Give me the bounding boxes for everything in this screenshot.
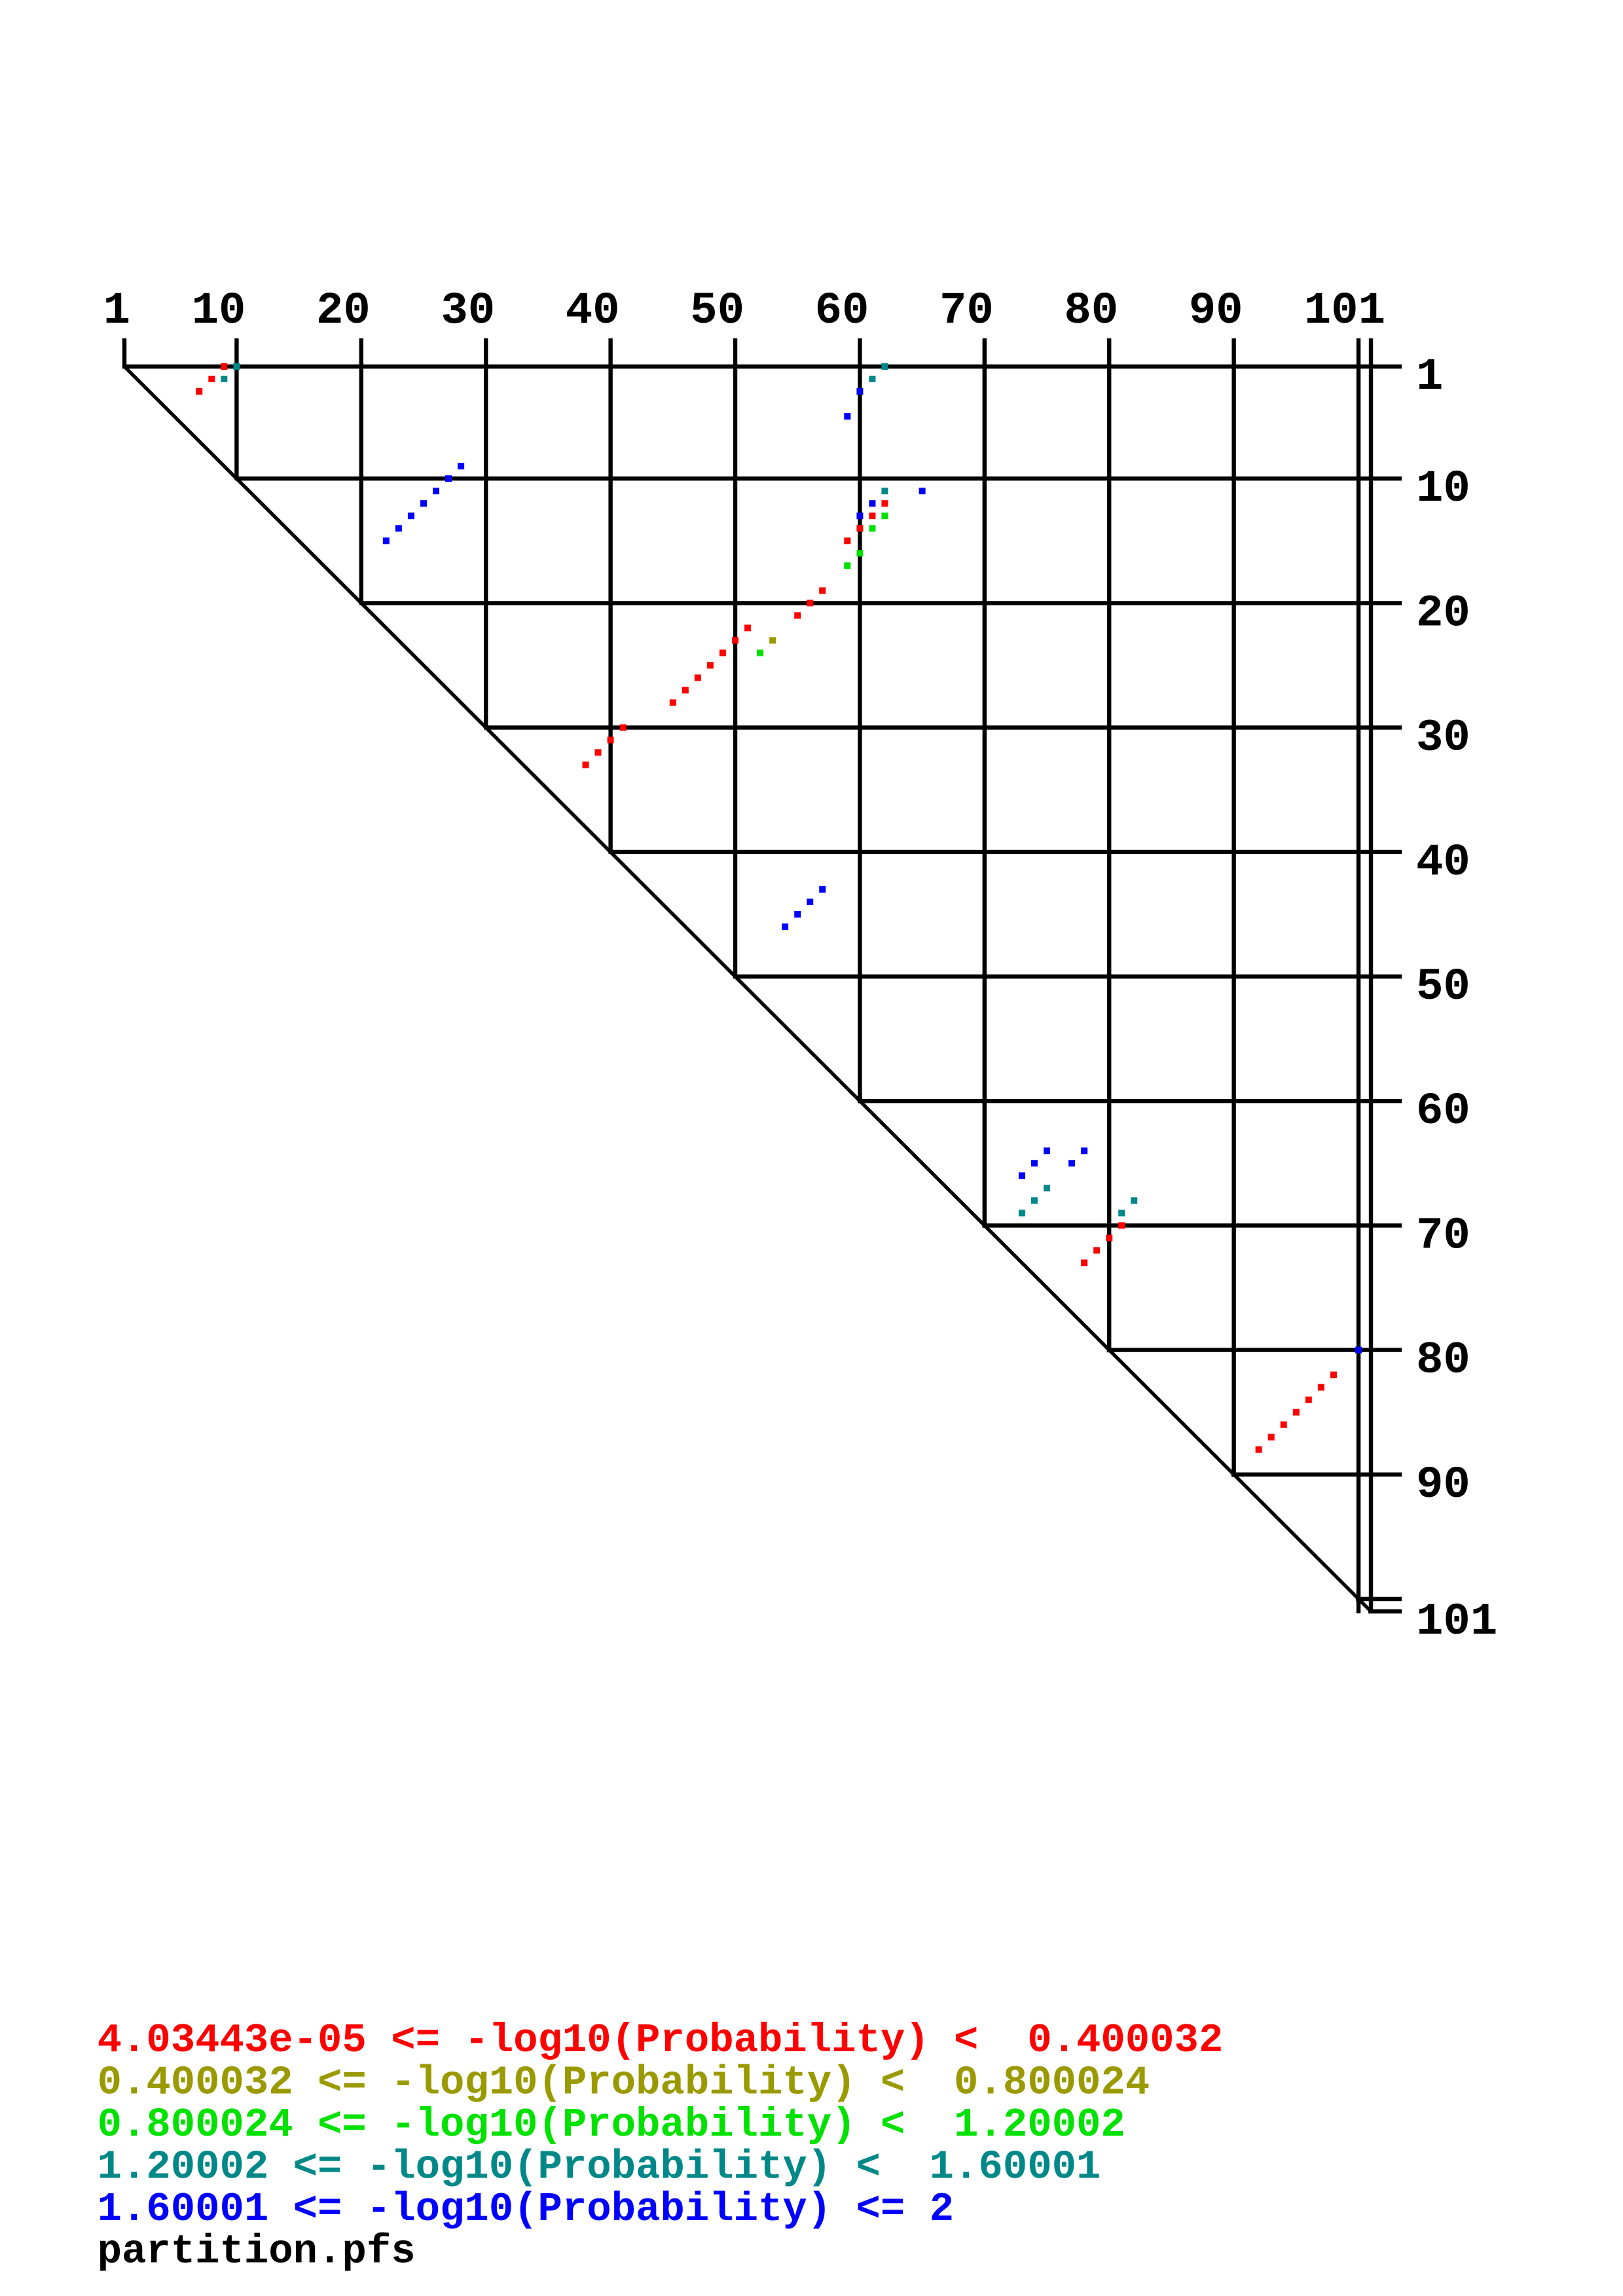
svg-text:60: 60 [1416,1086,1470,1137]
svg-text:101: 101 [1416,1596,1497,1647]
svg-text:10: 10 [192,285,246,336]
svg-text:30: 30 [1416,713,1470,764]
svg-text:4.03443e-05 <= -log10(Probabil: 4.03443e-05 <= -log10(Probability) < 0.4… [98,2017,1224,2064]
svg-text:10: 10 [1416,463,1470,514]
svg-text:70: 70 [939,285,994,336]
svg-text:70: 70 [1416,1210,1470,1261]
svg-text:80: 80 [1416,1335,1470,1386]
svg-text:50: 50 [1416,961,1470,1013]
svg-text:60: 60 [815,285,869,336]
svg-text:20: 20 [1416,588,1470,639]
svg-text:30: 30 [441,285,495,336]
svg-text:1.60001 <= -log10(Probability): 1.60001 <= -log10(Probability) <= 2 [98,2186,954,2233]
svg-text:1: 1 [1416,351,1443,403]
svg-text:0.400032 <= -log10(Probability: 0.400032 <= -log10(Probability) < 0.8000… [98,2060,1150,2106]
svg-text:80: 80 [1064,285,1118,336]
svg-text:90: 90 [1416,1460,1470,1511]
svg-text:0.800024 <= -log10(Probability: 0.800024 <= -log10(Probability) < 1.2000… [98,2102,1125,2148]
svg-text:50: 50 [690,285,744,336]
svg-text:101: 101 [1304,285,1385,336]
svg-text:40: 40 [566,285,620,336]
svg-text:partition.pfs: partition.pfs [98,2229,416,2275]
svg-text:20: 20 [316,285,371,336]
svg-text:1.20002 <= -log10(Probability): 1.20002 <= -log10(Probability) < 1.60001 [98,2144,1101,2191]
svg-text:90: 90 [1189,285,1243,336]
svg-text:1: 1 [103,285,130,336]
svg-text:40: 40 [1416,837,1470,888]
